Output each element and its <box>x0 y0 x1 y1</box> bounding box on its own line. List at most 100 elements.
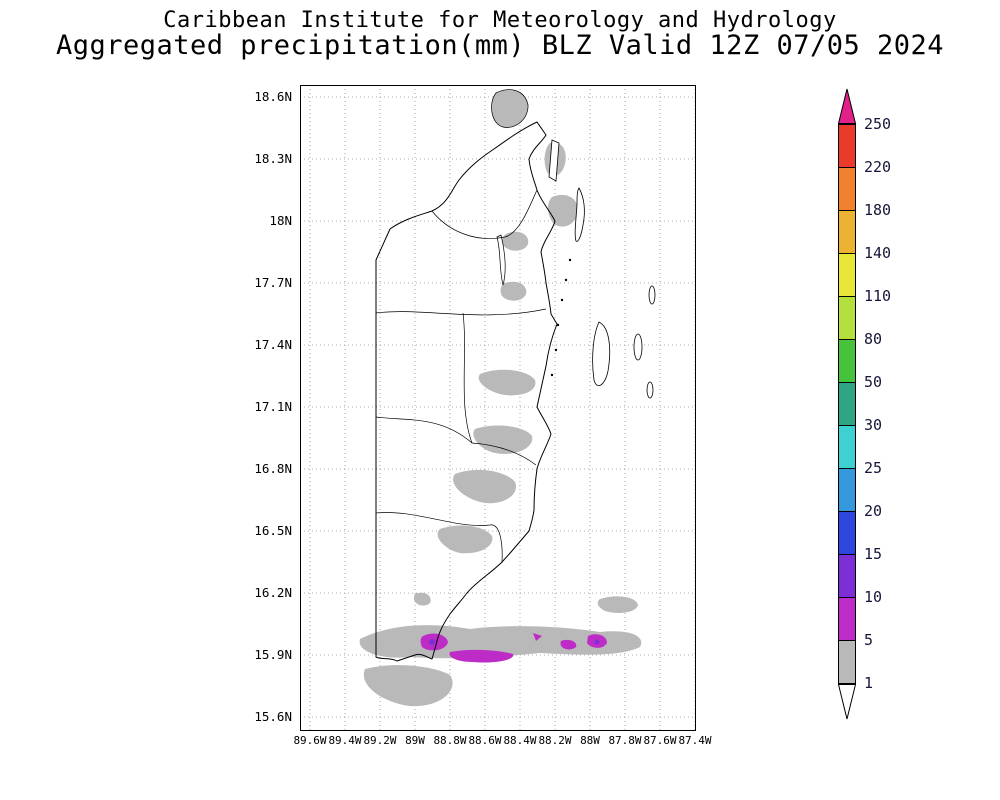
lon-tick-label: 88.2W <box>538 734 572 747</box>
lon-axis: 89.6W 89.4W 89.2W 89W 88.8W 88.6W 88.4W 88.2W 88… <box>293 734 712 750</box>
reef-dot <box>554 348 558 352</box>
glovers-reef <box>646 381 654 399</box>
district-boundary <box>431 189 538 239</box>
org-title: Caribbean Institute for Meteorology and … <box>163 8 837 33</box>
colorbar-segment <box>838 211 856 254</box>
lat-tick-label: 18N <box>269 213 292 228</box>
colorbar-arrow-bottom <box>838 684 856 720</box>
lat-axis: 18.6N 18.3N 18N 17.7N 17.4N 17.1N 16.8N 16.5N 16… <box>0 85 296 731</box>
colorbar-tick-label: 5 <box>864 631 874 649</box>
colorbar-tick-label: 25 <box>864 459 883 477</box>
reef-dot <box>560 298 564 302</box>
map-plot <box>300 85 696 731</box>
country-outline <box>375 89 558 662</box>
lon-tick-label: 87.8W <box>608 734 642 747</box>
precip-patch <box>437 525 493 554</box>
lon-tick-label: 88W <box>580 734 600 747</box>
precip-patch <box>478 369 536 396</box>
colorbar-tick-label: 15 <box>864 545 883 563</box>
precip-patch <box>453 469 516 504</box>
colorbar-segment <box>838 125 856 168</box>
colorbar-tick-label: 80 <box>864 330 883 348</box>
lon-tick-label: 89.4W <box>328 734 362 747</box>
lon-tick-label: 89W <box>405 734 425 747</box>
precip-patch <box>547 194 579 227</box>
new-river-lagoon <box>496 234 506 286</box>
precip-patch <box>413 592 431 606</box>
lat-tick-label: 16.2N <box>254 585 292 600</box>
colorbar-labels: 250 220 180 140 110 80 50 30 25 20 15 10 5 1 <box>864 88 908 738</box>
chetumal-peninsula <box>491 89 529 128</box>
lat-tick-label: 17.1N <box>254 399 292 414</box>
lon-tick-label: 88.8W <box>433 734 467 747</box>
lat-tick-label: 18.6N <box>254 89 292 104</box>
colorbar-segment <box>838 598 856 641</box>
mexico-coast-strip <box>548 139 560 182</box>
lat-tick-label: 15.6N <box>254 709 292 724</box>
reef-dot <box>564 278 568 282</box>
colorbar-segment <box>838 426 856 469</box>
cayes-group <box>548 139 656 399</box>
colorbar-tick-label: 110 <box>864 287 892 305</box>
precip-patch <box>502 231 529 251</box>
colorbar-tick-label: 50 <box>864 373 883 391</box>
lat-tick-label: 16.5N <box>254 523 292 538</box>
precip-patch-magenta <box>533 633 542 641</box>
precip-core-violet <box>594 639 600 645</box>
small-caye <box>648 285 656 305</box>
lighthouse-reef <box>633 333 643 361</box>
colorbar-segment <box>838 383 856 426</box>
district-boundary <box>471 442 537 466</box>
ambergris-caye <box>574 187 585 242</box>
reef-dot <box>556 323 560 327</box>
lat-tick-label: 16.8N <box>254 461 292 476</box>
lon-tick-label: 87.6W <box>643 734 677 747</box>
reef-dot <box>568 258 572 262</box>
turneffe-atoll <box>592 321 611 387</box>
precip-patch-magenta <box>560 639 577 650</box>
precip-patch <box>363 665 453 707</box>
chart-title: Aggregated precipitation(mm) BLZ Valid 1… <box>55 30 945 61</box>
colorbar-segment <box>838 512 856 555</box>
lon-tick-label: 89.2W <box>363 734 397 747</box>
lat-tick-label: 17.7N <box>254 275 292 290</box>
precip-patch-magenta <box>449 649 514 663</box>
colorbar-tick-label: 30 <box>864 416 883 434</box>
belize-border <box>375 121 558 662</box>
lon-tick-label: 88.4W <box>503 734 537 747</box>
lon-tick-label: 88.6W <box>468 734 502 747</box>
precip-violet-layer <box>429 639 600 645</box>
district-boundary <box>375 512 503 563</box>
precip-patch <box>473 425 533 454</box>
colorbar-tick-label: 250 <box>864 115 892 133</box>
district-boundary <box>462 312 473 444</box>
precip-patch <box>500 281 527 301</box>
colorbar-segment <box>838 469 856 512</box>
lon-tick-label: 89.6W <box>293 734 327 747</box>
lat-tick-label: 15.9N <box>254 647 292 662</box>
colorbar-segment <box>838 555 856 598</box>
precip-core-violet <box>429 639 435 645</box>
district-boundary <box>375 308 547 316</box>
colorbar-segment <box>838 641 856 684</box>
precip-patch <box>597 596 638 613</box>
colorbar-tick-label: 20 <box>864 502 883 520</box>
precip-gray-layer <box>359 89 642 707</box>
colorbar-segment <box>838 297 856 340</box>
lon-tick-label: 87.4W <box>678 734 712 747</box>
lat-tick-label: 18.3N <box>254 151 292 166</box>
colorbar-segment <box>838 340 856 383</box>
plot-frame <box>300 85 696 731</box>
colorbar-tick-label: 140 <box>864 244 892 262</box>
colorbar-segment <box>838 254 856 297</box>
colorbar-tick-label: 180 <box>864 201 892 219</box>
belize-precipitation-map <box>300 85 696 731</box>
colorbar: 250 220 180 140 110 80 50 30 25 20 15 10 5 1 <box>838 88 891 720</box>
colorbar-segments <box>838 124 856 684</box>
colorbar-tick-label: 220 <box>864 158 892 176</box>
colorbar-tick-label: 1 <box>864 674 874 692</box>
colorbar-arrow-top <box>838 88 856 124</box>
precip-patch <box>491 89 529 128</box>
colorbar-segment <box>838 168 856 211</box>
